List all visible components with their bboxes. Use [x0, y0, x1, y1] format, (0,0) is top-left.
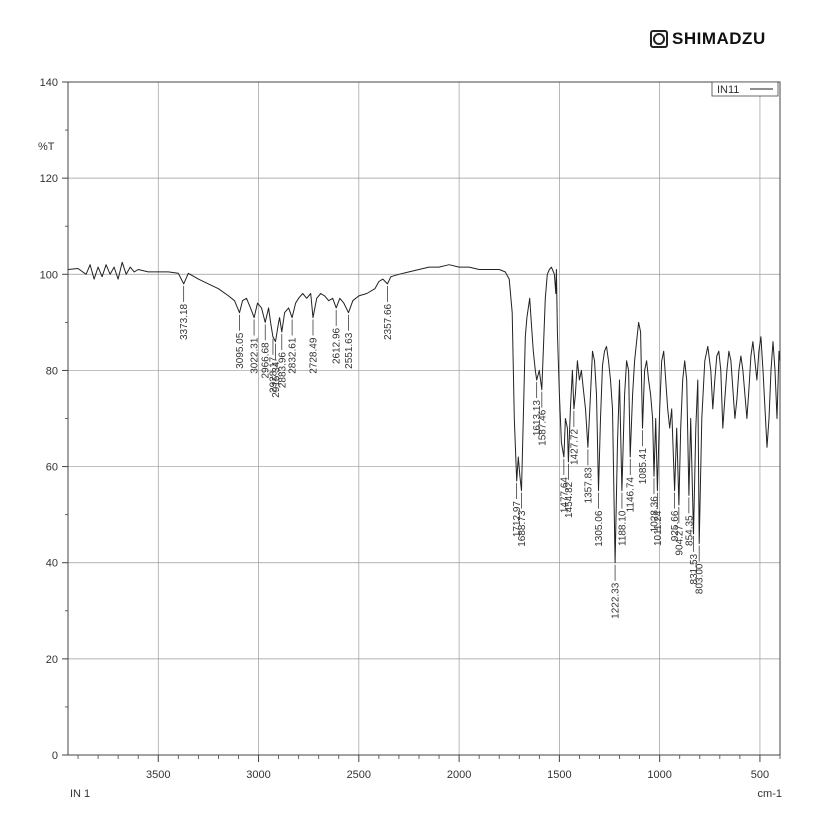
peak-marker: 3022.31	[250, 319, 261, 374]
peak-marker: 1222.33	[611, 564, 622, 619]
peak-label: 1712.97	[512, 501, 523, 538]
peak-label: 2928.17	[268, 356, 279, 393]
legend: IN11	[711, 81, 779, 97]
peak-marker: 831.53	[689, 535, 700, 584]
series-layer	[67, 261, 781, 564]
peak-label: 1688.73	[517, 510, 528, 547]
axis-labels: %T cm-1 IN 1 IN11	[38, 81, 782, 800]
peak-label: 1028.36	[650, 496, 661, 533]
x-tick-label: 2000	[447, 769, 471, 781]
peak-label: 2612.96	[332, 327, 343, 364]
peak-marker: 2357.66	[383, 285, 394, 340]
x-tick-label: 1500	[547, 769, 571, 781]
y-tick-label: 100	[40, 269, 58, 281]
peak-label: 3373.18	[179, 303, 190, 340]
y-tick-label: 140	[40, 77, 58, 89]
peak-label: 854.35	[684, 515, 695, 546]
peak-marker: 1477.64	[559, 458, 570, 514]
x-tick-label: 500	[751, 769, 769, 781]
peak-label: 2832.61	[288, 337, 299, 374]
peak-label: 1357.83	[583, 467, 594, 504]
peak-label: 2966.68	[261, 342, 272, 379]
peak-label: 1454.82	[564, 481, 575, 518]
grid	[68, 81, 780, 756]
y-tick-label: 0	[52, 750, 58, 762]
peak-marker: 2928.17	[268, 338, 279, 393]
x-axis-label: cm-1	[758, 788, 782, 800]
peak-marker: 1357.83	[583, 449, 594, 503]
legend-box	[711, 81, 779, 97]
y-tick-label: 40	[46, 558, 58, 570]
peak-marker: 803.00	[695, 545, 706, 594]
peak-label: 925.66	[670, 510, 681, 541]
x-tick-label: 1000	[647, 769, 671, 781]
peak-label: 1477.64	[559, 477, 570, 514]
peak-label: 831.53	[689, 553, 700, 584]
series-line	[67, 261, 781, 564]
y-tick-label: 20	[46, 654, 58, 666]
peak-label: 904.27	[674, 525, 685, 556]
peak-marker: 925.66	[670, 492, 681, 541]
peak-label: 2883.96	[277, 352, 288, 389]
peak-label: 2357.66	[383, 303, 394, 340]
x-tick-label: 3500	[146, 769, 170, 781]
peak-marker: 1028.36	[650, 478, 661, 532]
peak-marker: 1688.73	[517, 492, 528, 547]
peak-marker: 2883.96	[277, 333, 288, 389]
x-tick-label: 3000	[246, 769, 270, 781]
peak-label: 1613.13	[532, 400, 543, 437]
peak-marker: 2832.61	[288, 319, 299, 374]
brand-name: SHIMADZU	[672, 29, 766, 48]
peak-marker: 1085.41	[638, 430, 649, 484]
peak-marker: 904.27	[674, 507, 685, 556]
peak-marker: 1305.06	[594, 492, 605, 547]
peak-label: 3095.05	[235, 332, 246, 369]
peak-label: 2728.49	[309, 337, 320, 374]
axes: 0 20 40 60 80 100 120 140 3500 3000 2500 2000 1500 10…	[40, 77, 781, 781]
peak-label: 1305.06	[594, 510, 605, 547]
peak-label: 1427.72	[569, 428, 580, 465]
plot-frame	[67, 81, 781, 756]
peak-marker: 2551.63	[344, 314, 355, 369]
peak-label: 1085.41	[638, 448, 649, 485]
peak-marker: 1188.10	[617, 492, 628, 546]
peak-label: 2551.63	[344, 332, 355, 369]
peak-marker: 3373.18	[179, 285, 190, 340]
peak-marker: 2728.49	[309, 319, 320, 374]
peak-marker: 1587.46	[537, 391, 548, 446]
brand-logo: SHIMADZU	[650, 28, 766, 50]
peak-label: 1146.74	[626, 477, 637, 513]
peak-marker: 3095.05	[235, 314, 246, 369]
x-tick-label: 2500	[347, 769, 371, 781]
y-tick-label: 80	[46, 365, 58, 377]
peak-marker: 854.35	[684, 497, 695, 546]
peak-label: 1587.46	[537, 409, 548, 446]
peak-marker: 2915.34	[271, 343, 282, 398]
sample-label: IN 1	[70, 788, 90, 800]
peak-labels: 3373.18 3095.05 3022.31 2966.682928.172915.…	[179, 285, 706, 619]
peak-marker: 2966.68	[261, 324, 272, 379]
y-axis-label: %T	[38, 141, 55, 153]
peak-marker: 1011.24	[653, 492, 664, 546]
peak-marker: 1712.97	[512, 482, 523, 538]
y-tick-label: 120	[40, 173, 58, 185]
peak-label: 1188.10	[617, 510, 628, 546]
peak-marker: 1146.74	[626, 458, 637, 513]
peak-label: 1222.33	[611, 582, 622, 619]
legend-label: IN11	[717, 84, 739, 96]
y-tick-label: 60	[46, 462, 58, 474]
peak-label: 3022.31	[250, 337, 261, 374]
peak-label: 1011.24	[653, 510, 664, 546]
peak-label: 2915.34	[271, 361, 282, 398]
shimadzu-logo-icon	[650, 30, 668, 48]
peak-label: 803.00	[695, 563, 706, 594]
peak-marker: 1613.13	[532, 382, 543, 436]
peak-marker: 1427.72	[569, 410, 580, 465]
peak-marker: 2612.96	[332, 309, 343, 364]
peak-marker: 1454.82	[564, 463, 575, 518]
